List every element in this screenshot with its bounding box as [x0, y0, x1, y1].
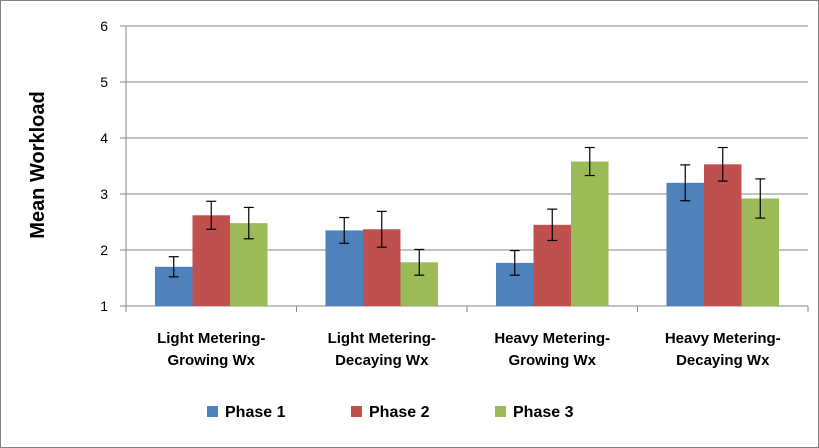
legend: Phase 1 Phase 2 Phase 3 [207, 404, 574, 421]
bars [154, 161, 780, 306]
y-axis-title: Mean Workload [27, 91, 49, 238]
category-label: Light Metering- Growing Wx [157, 330, 265, 369]
category-label-line: Growing Wx [509, 352, 597, 369]
category-label: Heavy Metering- Decaying Wx [665, 330, 781, 369]
category-label-line: Decaying Wx [335, 352, 429, 369]
bar [571, 161, 609, 306]
legend-label: Phase 3 [513, 404, 574, 421]
bar [666, 182, 704, 306]
y-tick-label: 1 [100, 298, 108, 314]
error-bars [168, 146, 766, 278]
legend-label: Phase 1 [225, 404, 286, 421]
legend-swatch [495, 406, 506, 417]
legend-label: Phase 2 [369, 404, 430, 421]
bar [192, 215, 231, 306]
category-label-line: Heavy Metering- [494, 330, 610, 347]
category-label: Heavy Metering- Growing Wx [494, 330, 610, 369]
category-label-line: Growing Wx [168, 352, 256, 369]
category-label: Light Metering- Decaying Wx [328, 330, 436, 369]
category-label-line: Light Metering- [157, 330, 265, 347]
y-tick-label: 2 [100, 242, 108, 258]
y-tick-label: 3 [100, 186, 108, 202]
category-label-line: Heavy Metering- [665, 330, 781, 347]
legend-swatch [207, 406, 218, 417]
category-label-line: Decaying Wx [676, 352, 770, 369]
category-label-line: Light Metering- [328, 330, 436, 347]
y-tick-label: 6 [100, 18, 108, 34]
y-tick-label: 4 [100, 130, 108, 146]
axes: 1 2 3 4 5 6 [100, 18, 809, 314]
y-tick-label: 5 [100, 74, 108, 90]
bar [703, 164, 742, 306]
legend-swatch [351, 406, 362, 417]
